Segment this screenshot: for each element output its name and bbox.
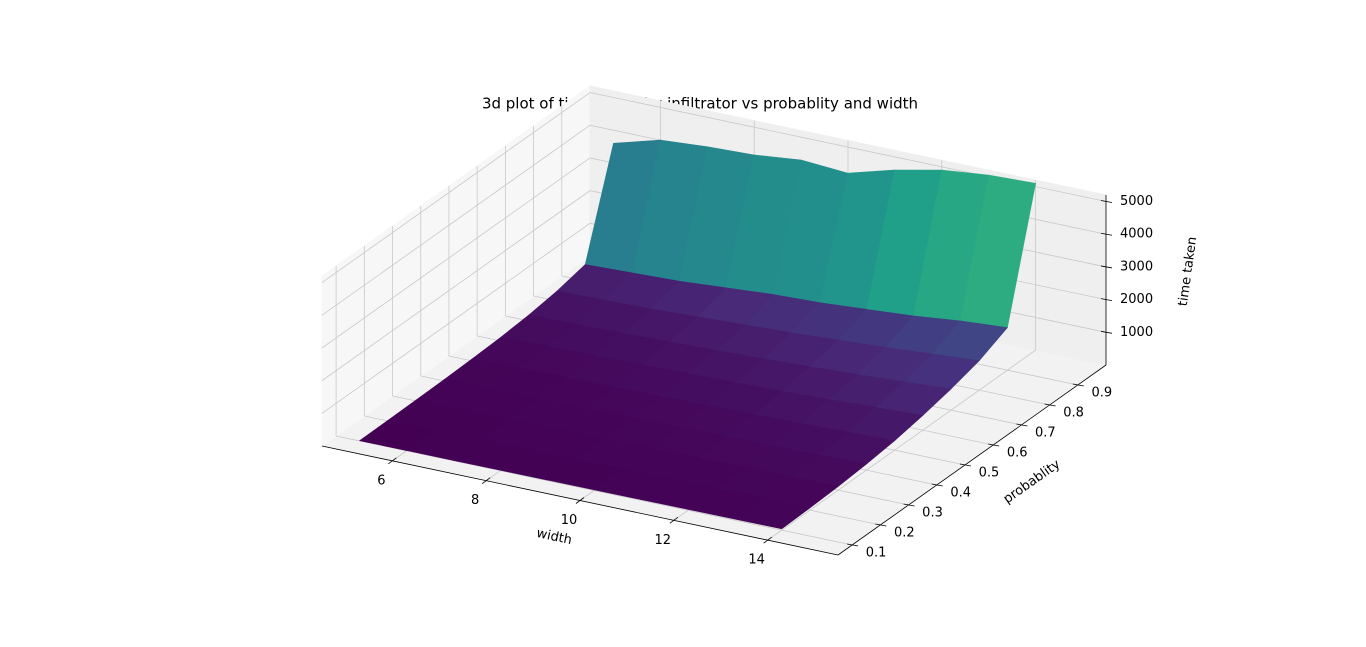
tick-mark: [1100, 200, 1113, 203]
grid-line: [321, 92, 591, 283]
y-tick-label: 0.1: [866, 546, 887, 561]
grid-line: [321, 124, 591, 316]
x-tick-label: 8: [471, 493, 479, 508]
tick-mark: [1100, 265, 1113, 269]
grid-line: [336, 435, 853, 546]
y-tick-label: 0.2: [894, 526, 915, 541]
y-tick-label: 0.9: [1091, 386, 1112, 401]
x-axis-label: width: [535, 526, 573, 548]
y-tick-label: 0.3: [922, 506, 943, 521]
y-tick-label: 0.8: [1063, 406, 1084, 421]
x-tick-label: 14: [748, 553, 765, 568]
grid-line: [321, 157, 591, 349]
grid-line: [321, 222, 591, 414]
x-tick-label: 6: [377, 473, 385, 488]
z-tick-label: 5000: [1120, 194, 1153, 209]
tick-mark: [1100, 330, 1113, 334]
x-tick-label: 12: [655, 533, 672, 548]
y-axis-label: probablity: [1001, 457, 1064, 507]
y-tick-label: 0.5: [979, 466, 1000, 481]
tick-mark: [1100, 298, 1113, 302]
z-axis-label: time taken: [1176, 236, 1201, 307]
x-tick-label: 10: [561, 513, 578, 528]
y-tick-label: 0.7: [1035, 426, 1056, 441]
grid-line: [321, 190, 591, 381]
z-tick-label: 2000: [1120, 292, 1153, 307]
z-tick-label: 4000: [1120, 227, 1153, 242]
tick-mark: [1100, 232, 1113, 236]
axis-line: [837, 364, 1107, 556]
axis-line: [321, 445, 839, 556]
z-tick-label: 1000: [1120, 325, 1153, 340]
z-tick-label: 3000: [1120, 259, 1153, 274]
y-tick-label: 0.4: [950, 486, 971, 501]
y-tick-label: 0.6: [1007, 446, 1028, 461]
surface-face: [734, 497, 811, 530]
grid-line: [767, 349, 1036, 541]
